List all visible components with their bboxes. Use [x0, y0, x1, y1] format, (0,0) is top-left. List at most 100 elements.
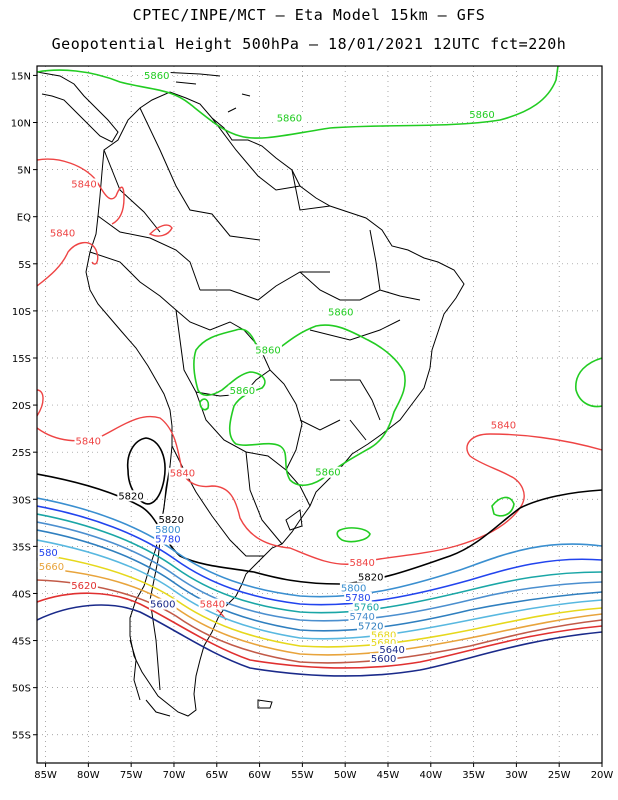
- contour-label-lbl-5860-b: 5860: [277, 114, 302, 125]
- contour-label-lbl-5800-a: 5800: [155, 525, 180, 536]
- contour-label-lbl-5860-e: 5860: [255, 345, 280, 356]
- title-line-1: CPTEC/INPE/MCT – Eta Model 15km – GFS: [132, 6, 486, 24]
- contours-lower: [37, 497, 602, 677]
- contour-label-lbl-5620: 5620: [71, 581, 96, 592]
- y-tick-label: 5N: [17, 166, 31, 177]
- contour-5620: [37, 592, 602, 669]
- contour-label-background: [117, 490, 145, 502]
- contour-5860-brazil: [193, 324, 406, 487]
- contour-label-lbl-5660: 5660: [39, 562, 64, 573]
- contour-5700: [37, 539, 602, 640]
- falkland-islands: [257, 699, 273, 709]
- contour-label-background: [198, 598, 227, 610]
- contour-label-background: [348, 557, 377, 569]
- contour-label-lbl-5860-c: 5860: [469, 110, 494, 121]
- chile-islands: [129, 639, 171, 717]
- y-axis-ticks: 15N 10N 5N EQ 5S 10S 15S 20S 25S 30S 35S 40S 45S 50S 5…: [11, 71, 37, 742]
- contour-label-background: [74, 435, 103, 447]
- y-tick-label: 15N: [11, 71, 31, 82]
- contour-label-background: [37, 546, 59, 558]
- contour-label-background: [378, 643, 407, 655]
- contour-label-background: [369, 653, 398, 665]
- contour-label-lbl-5860-a: 5860: [144, 71, 169, 82]
- title-line-2: Geopotential Height 500hPa – 18/01/2021 …: [51, 35, 567, 53]
- contour-label-background: [327, 306, 355, 318]
- x-tick-label: 65W: [205, 770, 228, 781]
- contour-5840-northwest: [37, 158, 125, 225]
- y-tick-label: EQ: [17, 213, 31, 224]
- contour-label-lbl-5780-a: 5780: [155, 535, 180, 546]
- contour-label-lbl-5820-a: 5820: [118, 491, 143, 502]
- contour-label-background: [48, 227, 77, 239]
- south-america-coastline: [85, 91, 465, 717]
- contour-label-background: [357, 620, 385, 632]
- x-axis-ticks: 85W 80W 75W 70W 65W 60W 55W 50W 45W 40W 35W 30W 25W 2…: [34, 763, 613, 781]
- contour-label-background: [37, 560, 66, 572]
- contour-5860-ocean-south: [491, 496, 515, 517]
- contour-label-lbl-5820-b: 5820: [159, 515, 184, 526]
- contour-label-lbl-5860-d: 5860: [328, 308, 353, 319]
- x-tick-label: 60W: [248, 770, 271, 781]
- contour-label-lbl-5840-d: 5840: [170, 469, 195, 480]
- contour-label-background: [352, 601, 381, 613]
- y-tick-label: 45S: [12, 637, 31, 648]
- contour-label-lbl-5720: 5720: [358, 621, 383, 632]
- contour-label-background: [157, 513, 186, 525]
- country-borders: [89, 107, 421, 691]
- contour-label-lbl-5780-b: 5780: [345, 593, 370, 604]
- contour-label-lbl-5860-g: 5860: [315, 468, 340, 479]
- contour-5820: [37, 437, 602, 585]
- contour-label-background: [70, 178, 98, 190]
- map-layer: [37, 66, 602, 717]
- x-tick-label: 35W: [462, 770, 485, 781]
- lagoon: [285, 509, 303, 531]
- x-tick-label: 25W: [548, 770, 571, 781]
- contour-label-lbl-5820-c: 5820: [358, 572, 383, 583]
- x-tick-label: 50W: [334, 770, 357, 781]
- x-tick-label: 55W: [291, 770, 314, 781]
- contour-label-lbl-5640: 5640: [379, 645, 404, 656]
- contour-5780: [37, 505, 602, 606]
- contour-5680: [37, 553, 602, 648]
- y-tick-label: 20S: [12, 401, 31, 412]
- contour-label-lbl-5840-a: 5840: [71, 180, 96, 191]
- contour-label-background: [154, 524, 182, 536]
- contour-label-background: [149, 598, 177, 610]
- central-america-coastline: [37, 71, 119, 143]
- x-tick-label: 30W: [505, 770, 528, 781]
- x-tick-label: 80W: [77, 770, 100, 781]
- map-frame: [36, 65, 603, 764]
- contour-label-background: [70, 579, 98, 591]
- contour-5720: [37, 529, 602, 632]
- y-tick-label: 30S: [12, 495, 31, 506]
- contour-label-background: [154, 533, 182, 545]
- contour-label-background: [275, 112, 304, 124]
- y-tick-label: 35S: [12, 542, 31, 553]
- contour-5600: [37, 604, 602, 677]
- contour-5740: [37, 521, 602, 622]
- contour-label-lbl-5600-b: 5600: [371, 654, 396, 665]
- contour-label-background: [339, 582, 368, 594]
- coastline-and-borders: [37, 71, 465, 717]
- caribbean-islands: [159, 71, 251, 113]
- y-tick-label: 25S: [12, 448, 31, 459]
- contour-5840-small: [148, 224, 173, 237]
- contour-label-lbl-5800-b: 5800: [341, 584, 366, 595]
- y-tick-label: 15S: [12, 354, 31, 365]
- contour-label-background: [314, 466, 342, 478]
- contour-label-background: [357, 571, 385, 583]
- contour-5760: [37, 513, 602, 614]
- contour-label-lbl-5680-b: 5680: [371, 638, 396, 649]
- contour-label-background: [254, 344, 282, 356]
- contour-5860-small: [199, 398, 210, 411]
- contour-label-background: [468, 108, 496, 120]
- contour-label-lbl-5600-a: 5600: [150, 600, 175, 611]
- y-tick-label: 10S: [12, 307, 31, 318]
- contour-5840-west: [37, 242, 99, 287]
- contour-label-background: [369, 629, 398, 641]
- contour-5840-south: [37, 389, 602, 565]
- y-tick-label: 55S: [12, 731, 31, 742]
- x-tick-label: 20W: [591, 770, 614, 781]
- contour-label-lbl-5840-g: 5840: [200, 600, 225, 611]
